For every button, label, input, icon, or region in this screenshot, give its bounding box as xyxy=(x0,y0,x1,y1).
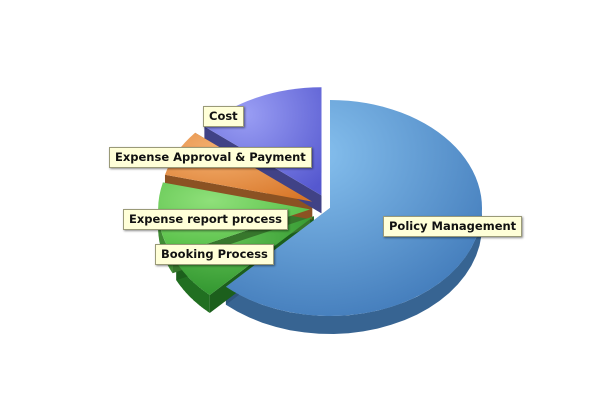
pie-slice-0[interactable] xyxy=(225,100,482,317)
pie-slice-side-0 xyxy=(225,206,482,334)
slice-label-2: Expense report process xyxy=(123,209,289,230)
slice-label-3: Expense Approval & Payment xyxy=(109,147,312,168)
slice-label-0: Policy Management xyxy=(383,216,523,237)
slice-label-1: Booking Process xyxy=(155,244,274,265)
slice-label-4: Cost xyxy=(203,106,244,127)
